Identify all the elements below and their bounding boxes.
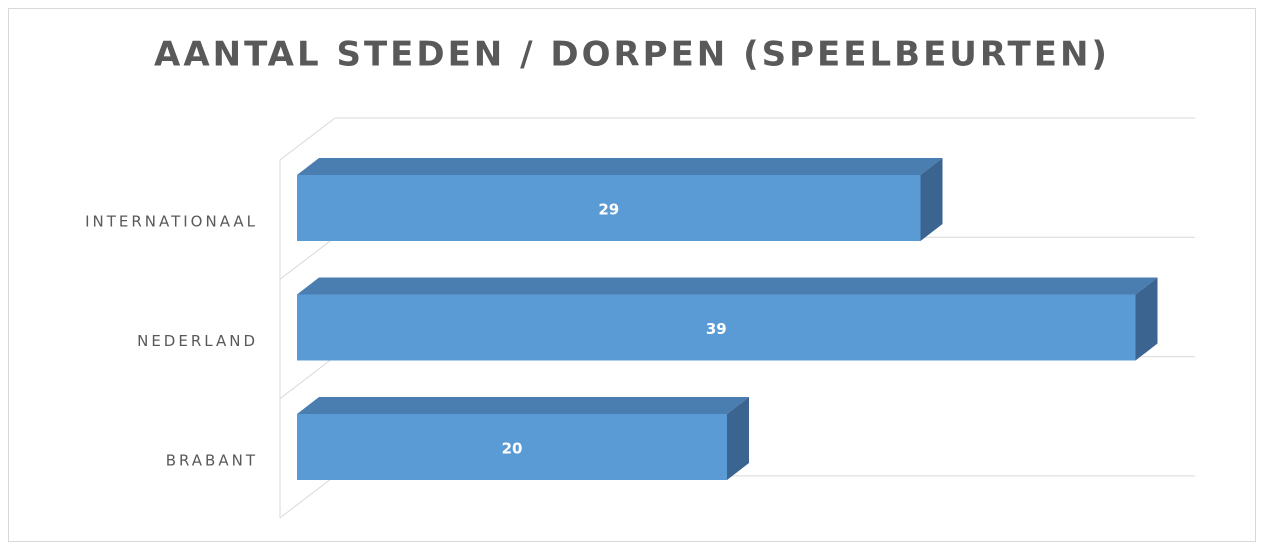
data-label: 29 [598, 201, 619, 219]
bar-side [727, 397, 749, 480]
bar [297, 158, 943, 241]
bar-side [1135, 277, 1158, 361]
grid-line [279, 117, 336, 161]
bar-side [920, 158, 943, 241]
y-tick-label: NEDERLAND [137, 332, 258, 350]
grid-line [279, 356, 336, 399]
y-tick-label: BRABANT [166, 452, 258, 470]
bar-top [297, 397, 749, 414]
data-label: 39 [706, 320, 727, 338]
grid-line [279, 475, 336, 519]
bar [297, 277, 1158, 361]
grid-line [279, 236, 336, 280]
y-tick-label: INTERNATIONAAL [85, 213, 258, 231]
chart-title: AANTAL STEDEN / DORPEN (SPEELBEURTEN) [154, 35, 1110, 75]
bar-front [297, 294, 1136, 361]
bar-top [297, 158, 943, 175]
bar-top [297, 277, 1158, 295]
bar-front [297, 414, 727, 480]
bar-front [297, 175, 921, 241]
data-label: 20 [502, 440, 523, 458]
bar [297, 397, 749, 480]
